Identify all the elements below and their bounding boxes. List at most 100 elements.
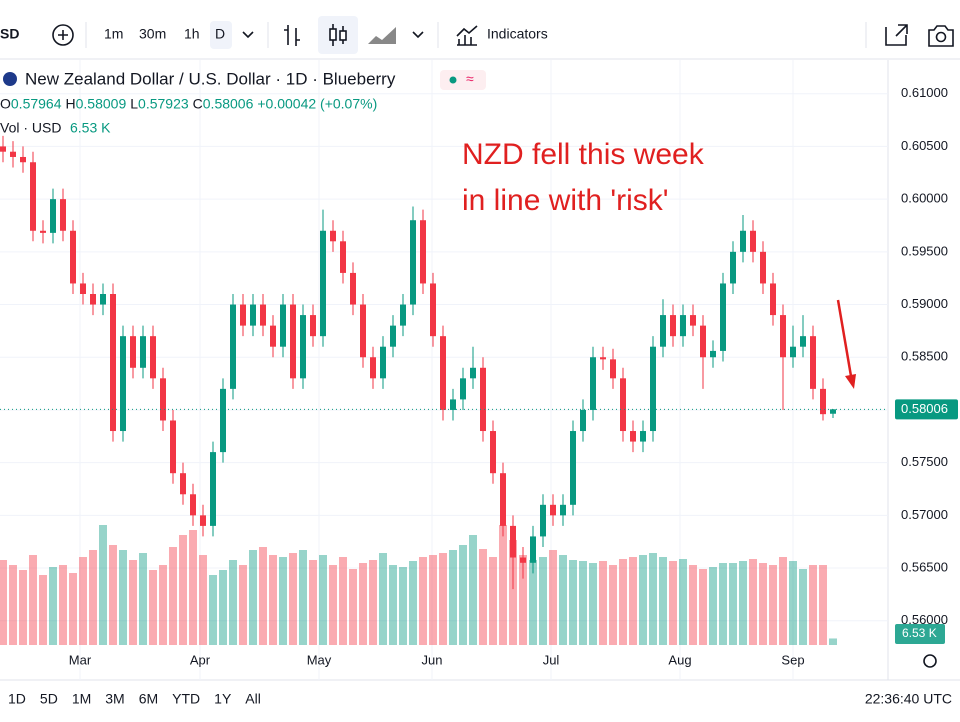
volume-bar bbox=[299, 550, 307, 645]
ohlc-value: 0.57964 bbox=[11, 96, 62, 112]
add-icon bbox=[58, 30, 68, 40]
candles-icon bbox=[329, 28, 337, 41]
candle-body bbox=[310, 315, 316, 337]
candle-body bbox=[810, 336, 816, 389]
volume-bar bbox=[679, 559, 687, 645]
candle-body bbox=[540, 504, 546, 537]
volume-bar bbox=[369, 560, 377, 645]
range-button[interactable]: 1D bbox=[8, 691, 26, 707]
candle-body bbox=[0, 146, 6, 152]
volume-bar bbox=[639, 555, 647, 645]
symbol[interactable]: SD bbox=[0, 26, 19, 42]
area-icon[interactable] bbox=[368, 27, 396, 44]
volume-bar bbox=[259, 547, 267, 645]
volume-bar bbox=[589, 563, 597, 645]
last-price-label: 0.58006 bbox=[901, 401, 948, 416]
candle-body bbox=[270, 325, 276, 347]
volume-bar bbox=[569, 560, 577, 645]
candle-body bbox=[640, 431, 646, 442]
volume-bar bbox=[119, 550, 127, 645]
range-button[interactable]: 5D bbox=[40, 691, 58, 707]
candle-body bbox=[320, 230, 326, 337]
ohlc-legend: O 0.57964 H 0.58009 L 0.57923 C 0.58006 +0.00042… bbox=[0, 96, 377, 112]
volume-bar bbox=[489, 557, 497, 645]
ohlc-value: 0.58009 bbox=[76, 96, 127, 112]
range-button[interactable]: YTD bbox=[172, 691, 200, 707]
settings-icon[interactable] bbox=[923, 654, 937, 668]
y-tick-label: 0.57500 bbox=[901, 454, 948, 469]
candle-body bbox=[830, 409, 836, 414]
candle-body bbox=[60, 199, 66, 231]
volume-bar bbox=[79, 557, 87, 645]
candle-body bbox=[140, 336, 146, 368]
add-symbol[interactable] bbox=[52, 24, 74, 46]
volume-bar bbox=[459, 545, 467, 645]
candle-body bbox=[290, 304, 296, 379]
fullscreen-icon[interactable] bbox=[885, 24, 908, 46]
camera-icon[interactable] bbox=[928, 25, 954, 47]
volume-bar bbox=[209, 575, 217, 645]
volume-bar bbox=[359, 563, 367, 645]
volume-bar bbox=[529, 560, 537, 645]
candle-body bbox=[820, 388, 826, 415]
candle-body bbox=[390, 325, 396, 347]
flag-icon bbox=[3, 72, 17, 86]
interval-menu[interactable] bbox=[242, 31, 254, 39]
range-button[interactable]: 1M bbox=[72, 691, 91, 707]
candle-body bbox=[350, 272, 356, 305]
x-tick-label: Jun bbox=[422, 652, 443, 667]
interval[interactable]: 1m bbox=[104, 26, 123, 42]
volume-bar bbox=[769, 565, 777, 645]
candle-body bbox=[250, 304, 256, 326]
ohlc-key: L bbox=[130, 96, 138, 112]
x-tick-label: Aug bbox=[668, 652, 691, 667]
candle-body bbox=[630, 431, 636, 442]
range-button[interactable]: 1Y bbox=[214, 691, 232, 707]
candle-body bbox=[430, 283, 436, 337]
candle-body bbox=[470, 367, 476, 379]
volume-bar bbox=[269, 555, 277, 645]
candle-body bbox=[340, 241, 346, 273]
volume-bar bbox=[139, 553, 147, 645]
candle-body bbox=[370, 357, 376, 379]
interval[interactable]: 1h bbox=[184, 26, 200, 42]
candle-body bbox=[260, 304, 266, 326]
indicators-icon[interactable] bbox=[456, 25, 478, 46]
volume-bar bbox=[829, 638, 837, 645]
volume-bar bbox=[59, 565, 67, 645]
candle-body bbox=[680, 315, 686, 337]
candle-body bbox=[730, 251, 736, 284]
volume-bar bbox=[39, 575, 47, 645]
chart-type-menu[interactable] bbox=[412, 31, 424, 39]
volume-bar bbox=[179, 535, 187, 645]
candle-body bbox=[100, 294, 106, 305]
candle-body bbox=[750, 230, 756, 252]
volume-bar bbox=[429, 555, 437, 645]
candle-body bbox=[770, 283, 776, 316]
range-button[interactable]: 6M bbox=[139, 691, 158, 707]
volume-bar bbox=[559, 555, 567, 645]
candle-body bbox=[460, 378, 466, 400]
y-tick-label: 0.60500 bbox=[901, 138, 948, 153]
volume-bar bbox=[109, 545, 117, 645]
candle-body bbox=[560, 504, 566, 516]
candle-body bbox=[410, 220, 416, 305]
x-tick-label: Sep bbox=[781, 652, 804, 667]
candles-icon bbox=[339, 30, 347, 41]
indicators-button[interactable]: Indicators bbox=[487, 26, 548, 42]
volume-badge-label: 6.53 K bbox=[902, 626, 937, 640]
volume-bar bbox=[759, 563, 767, 645]
interval[interactable]: D bbox=[215, 26, 225, 42]
interval[interactable]: 30m bbox=[139, 26, 166, 42]
candle-body bbox=[610, 359, 616, 379]
candle-body bbox=[130, 336, 136, 368]
candle-body bbox=[380, 346, 386, 379]
bars-icon[interactable] bbox=[284, 25, 300, 46]
volume-bar bbox=[419, 557, 427, 645]
range-button[interactable]: All bbox=[245, 691, 261, 707]
ohlc-change: +0.00042 (+0.07%) bbox=[257, 96, 377, 112]
candles-active bbox=[318, 16, 358, 54]
range-button[interactable]: 3M bbox=[105, 691, 124, 707]
candle-body bbox=[520, 557, 526, 563]
